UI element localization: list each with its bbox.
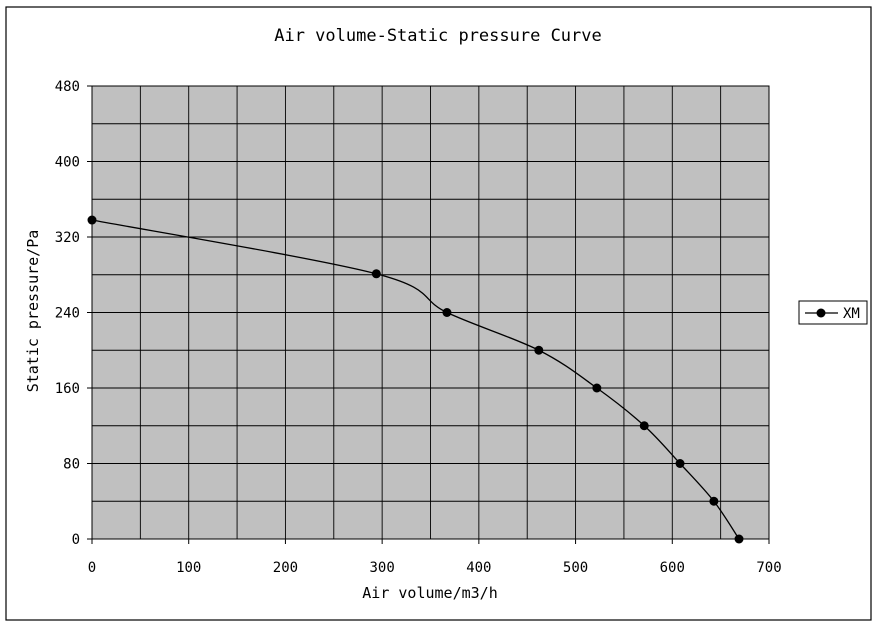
x-tick-label: 600 (660, 560, 685, 576)
data-point (442, 308, 452, 317)
series-line (91, 219, 740, 540)
y-axis-label: Static pressure/Pa (24, 230, 42, 393)
x-tick-label: 700 (756, 560, 781, 576)
data-point (709, 496, 719, 506)
data-point (534, 345, 544, 355)
y-tick-label: 480 (55, 79, 80, 95)
y-tick-label: 240 (55, 306, 80, 322)
data-point (87, 215, 97, 225)
x-tick-label: 300 (369, 560, 394, 576)
x-tick-label: 200 (273, 560, 298, 576)
chart-title: Air volume-Static pressure Curve (274, 26, 602, 46)
y-tick-label: 80 (63, 457, 80, 473)
x-tick-label: 400 (466, 560, 491, 576)
data-point (675, 459, 685, 468)
legend-label: XM (843, 306, 860, 322)
data-point (639, 421, 649, 431)
data-point (592, 383, 602, 393)
y-tick-label: 0 (72, 532, 80, 548)
x-axis-ticks: 0 100 200 300 400 500 600 700 (88, 539, 782, 576)
y-tick-label: 400 (55, 155, 80, 171)
data-point (371, 269, 381, 279)
grid-lines (92, 86, 769, 539)
y-axis-ticks: 0 80 160 240 320 400 480 (55, 79, 92, 548)
data-point (734, 534, 744, 544)
x-tick-label: 100 (176, 560, 201, 576)
legend-marker (816, 308, 826, 318)
series-layer (87, 215, 744, 544)
y-tick-label: 320 (55, 230, 80, 246)
legend: XM (798, 300, 868, 325)
x-tick-label: 0 (88, 560, 96, 576)
x-tick-label: 500 (563, 560, 588, 576)
x-axis-label: Air volume/m3/h (362, 584, 497, 602)
y-tick-label: 160 (55, 381, 80, 397)
